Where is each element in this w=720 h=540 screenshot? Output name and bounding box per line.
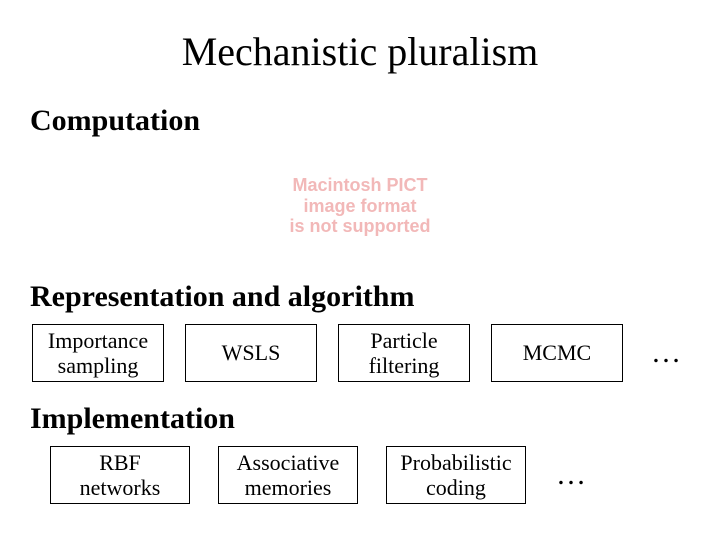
row-implementation: RBF networks Associative memories Probab… bbox=[50, 446, 592, 504]
box-particle-filtering: Particle filtering bbox=[338, 324, 470, 382]
section-implementation: Implementation bbox=[30, 402, 235, 436]
box-associative-memories: Associative memories bbox=[218, 446, 358, 504]
section-representation: Representation and algorithm bbox=[30, 280, 414, 314]
pict-line: Macintosh PICT bbox=[215, 175, 505, 196]
pict-line: is not supported bbox=[215, 216, 505, 237]
box-rbf-networks: RBF networks bbox=[50, 446, 190, 504]
pict-line: image format bbox=[215, 196, 505, 217]
pict-placeholder: Macintosh PICT image format is not suppo… bbox=[215, 175, 505, 237]
row-representation: Importance sampling WSLS Particle filter… bbox=[32, 324, 687, 382]
box-mcmc: MCMC bbox=[491, 324, 623, 382]
ellipsis-rep: … bbox=[651, 336, 687, 370]
box-importance-sampling: Importance sampling bbox=[32, 324, 164, 382]
section-computation: Computation bbox=[30, 104, 200, 138]
box-probabilistic-coding: Probabilistic coding bbox=[386, 446, 526, 504]
ellipsis-impl: … bbox=[556, 458, 592, 492]
box-wsls: WSLS bbox=[185, 324, 317, 382]
slide-title: Mechanistic pluralism bbox=[0, 28, 720, 75]
